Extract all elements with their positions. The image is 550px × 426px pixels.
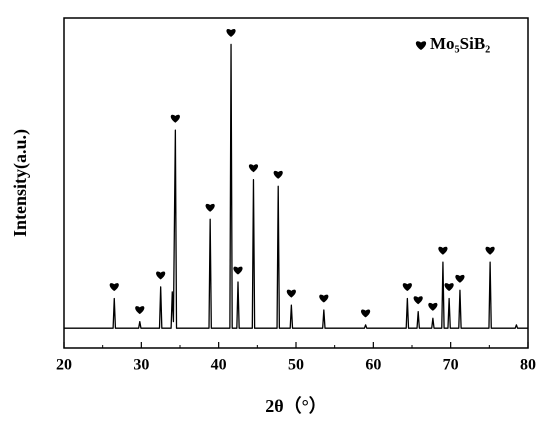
- peak-marker: [438, 246, 448, 255]
- peak-marker: [286, 289, 296, 298]
- peak-marker: [361, 309, 371, 318]
- peak-marker: [248, 164, 259, 173]
- y-axis-label: Intensity(a.u.): [10, 129, 31, 237]
- peak-marker: [226, 28, 236, 37]
- legend-symbol: [415, 41, 427, 50]
- peak-marker: [170, 114, 180, 123]
- plot-frame: [63, 17, 529, 349]
- x-tick-label: 70: [443, 357, 459, 374]
- legend-label: Mo₅SiB₂: [430, 34, 490, 53]
- x-tick-label: 50: [288, 357, 304, 374]
- peak-marker: [156, 271, 166, 280]
- x-tick-label: 30: [133, 357, 149, 374]
- x-tick-label: 20: [56, 357, 72, 374]
- x-tick-label: 40: [211, 357, 227, 374]
- peak-marker: [402, 283, 412, 291]
- peak-marker: [319, 294, 329, 303]
- data-line: [64, 43, 528, 329]
- peak-marker: [444, 283, 454, 291]
- peak-marker: [109, 283, 119, 291]
- peak-marker: [135, 306, 145, 315]
- peak-marker: [233, 266, 243, 275]
- x-tick-label: 80: [520, 357, 536, 374]
- peak-marker: [273, 170, 283, 179]
- peak-marker: [428, 302, 438, 311]
- peak-marker: [413, 296, 423, 305]
- peak-marker: [205, 203, 215, 212]
- peak-marker: [485, 246, 495, 255]
- peak-marker: [455, 274, 465, 283]
- x-axis-label: 2θ（°）: [265, 396, 327, 416]
- x-tick-label: 60: [365, 357, 381, 374]
